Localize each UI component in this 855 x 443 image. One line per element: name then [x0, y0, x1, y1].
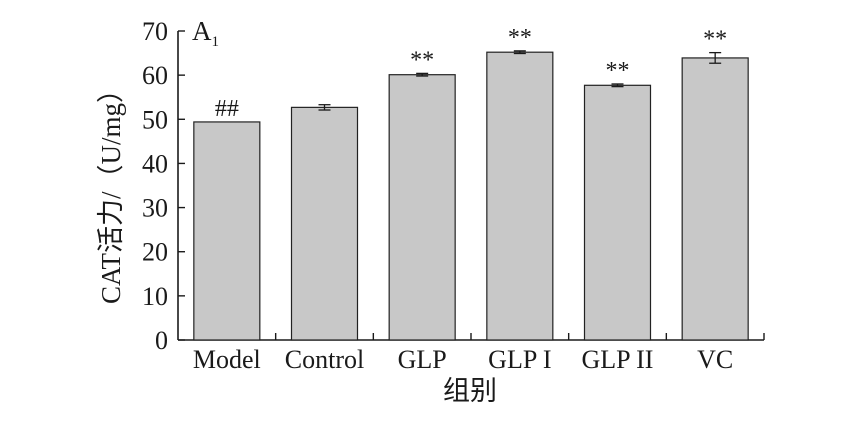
panel-label: A1	[192, 16, 219, 50]
y-tick-label: 0	[155, 326, 168, 355]
category-label: GLP I	[488, 345, 551, 374]
y-axis-title: CAT活力/（U/mg）	[96, 76, 126, 304]
bar	[193, 121, 261, 341]
y-tick-label: 70	[142, 17, 168, 46]
significance-label: **	[508, 25, 532, 51]
significance-label: ##	[215, 96, 239, 122]
x-axis-title: 组别	[443, 376, 497, 406]
significance-label: **	[703, 27, 727, 53]
y-tick-label: 30	[142, 194, 168, 223]
category-label: GLP	[398, 345, 447, 374]
category-label: Model	[193, 345, 261, 374]
bar	[681, 57, 749, 341]
y-tick-label: 50	[142, 105, 168, 134]
significance-label: **	[606, 58, 630, 84]
bars	[193, 50, 749, 341]
bar	[290, 106, 359, 341]
category-label: Control	[285, 345, 364, 374]
y-tick-label: 60	[142, 61, 168, 90]
y-tick-label: 20	[142, 238, 168, 267]
bar	[388, 74, 456, 341]
significance-label: **	[410, 47, 434, 73]
category-label: VC	[697, 345, 733, 374]
bar	[486, 51, 554, 341]
category-label: GLP II	[582, 345, 654, 374]
y-tick-label: 40	[142, 149, 168, 178]
axes	[177, 30, 765, 341]
labels: 0 10 20 30 40 50 60 70 ## Model Control ** GLP ** GLP …	[142, 17, 733, 374]
y-tick-label: 10	[142, 282, 168, 311]
bar	[583, 84, 652, 341]
